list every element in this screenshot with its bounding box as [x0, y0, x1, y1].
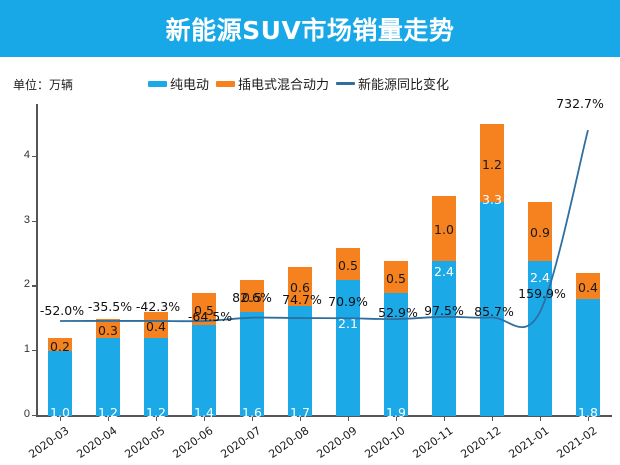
legend-swatch-yoy: [336, 82, 356, 85]
bar-segment-phev[interactable]: [143, 312, 169, 339]
y-tick-mark: [32, 285, 36, 287]
x-tick-mark: [444, 417, 446, 421]
yoy-value-label: -35.5%: [87, 298, 133, 314]
legend-item-yoy[interactable]: 新能源同比变化: [336, 74, 449, 93]
yoy-value-label: 85.7%: [474, 303, 514, 319]
legend-item-bev[interactable]: 纯电动: [148, 74, 209, 93]
bar-segment-bev[interactable]: [431, 260, 457, 416]
bar-segment-phev[interactable]: [335, 247, 361, 280]
bar-segment-phev[interactable]: [287, 266, 313, 306]
x-tick-mark: [348, 417, 350, 421]
bar-segment-bev[interactable]: [287, 305, 313, 416]
bar-segment-bev[interactable]: [335, 279, 361, 416]
y-tick-label: 3: [23, 213, 30, 226]
y-tick-mark: [32, 350, 36, 352]
yoy-value-label: 97.5%: [424, 302, 464, 318]
bar-segment-bev[interactable]: [47, 351, 73, 416]
bar-segment-bev[interactable]: [575, 299, 601, 416]
x-tick-mark: [204, 417, 206, 421]
bar-segment-phev[interactable]: [479, 124, 505, 203]
x-axis: [36, 415, 612, 417]
bar-segment-bev[interactable]: [527, 260, 553, 416]
yoy-value-label: 74.7%: [282, 292, 322, 308]
header-band: [0, 0, 620, 57]
bar-segment-bev[interactable]: [95, 338, 121, 416]
yoy-value-label: -64.5%: [187, 309, 233, 324]
chart-legend: 纯电动 插电式混合动力 新能源同比变化: [148, 74, 456, 93]
x-tick-mark: [108, 417, 110, 421]
y-tick-mark: [32, 220, 36, 222]
legend-swatch-phev: [216, 80, 236, 87]
x-tick-mark: [300, 417, 302, 421]
x-tick-mark: [60, 417, 62, 421]
y-tick-mark: [32, 415, 36, 417]
x-tick-mark: [588, 417, 590, 421]
bar-segment-bev[interactable]: [143, 338, 169, 416]
yoy-value-label: 52.9%: [378, 305, 418, 321]
legend-label-bev: 纯电动: [170, 78, 210, 93]
x-tick-mark: [396, 417, 398, 421]
y-tick-label: 0: [23, 408, 30, 420]
unit-label: 单位：万辆: [13, 78, 74, 92]
yoy-value-label: -42.3%: [135, 298, 181, 314]
legend-label-yoy: 新能源同比变化: [358, 78, 450, 93]
bar-segment-phev[interactable]: [239, 279, 265, 313]
yoy-value-label: 732.7%: [556, 96, 604, 112]
bar-segment-bev[interactable]: [239, 312, 265, 416]
legend-item-phev[interactable]: 插电式混合动力: [216, 74, 329, 93]
yoy-value-label: -52.0%: [39, 302, 85, 318]
yoy-value-label: 159.9%: [518, 285, 566, 301]
bar-segment-bev[interactable]: [191, 325, 217, 416]
bar-segment-phev[interactable]: [527, 202, 553, 261]
bar-segment-phev[interactable]: [95, 318, 121, 339]
yoy-line-path: [59, 129, 589, 328]
x-tick-mark: [540, 417, 542, 421]
yoy-line-series: [59, 129, 589, 328]
bar-segment-bev[interactable]: [479, 202, 505, 416]
bar-group[interactable]: 1.8 0.4: [575, 273, 601, 420]
legend-label-phev: 插电式混合动力: [238, 78, 330, 93]
y-tick-label: 2: [23, 278, 30, 291]
x-tick-mark: [156, 417, 158, 421]
x-tick-mark: [492, 417, 494, 421]
x-tick-mark: [252, 417, 254, 421]
y-axis: [36, 104, 38, 416]
page-title: 新能源SUV市场销量走势: [165, 15, 455, 45]
yoy-value-label: 82.6%: [232, 289, 272, 305]
y-tick-label: 1: [23, 343, 30, 356]
yoy-value-label: 70.9%: [328, 294, 368, 310]
bar-segment-phev[interactable]: [575, 273, 601, 300]
bar-segment-phev[interactable]: [383, 260, 409, 293]
bar-segment-phev[interactable]: [431, 195, 457, 261]
y-tick-mark: [32, 155, 36, 158]
bar-segment-phev[interactable]: [47, 338, 73, 352]
bar-segment-bev[interactable]: [383, 292, 409, 416]
legend-swatch-bev: [148, 80, 167, 87]
y-tick-label: 4: [23, 148, 30, 161]
